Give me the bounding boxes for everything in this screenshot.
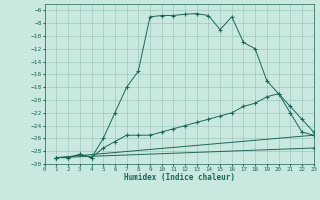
X-axis label: Humidex (Indice chaleur): Humidex (Indice chaleur) <box>124 173 235 182</box>
